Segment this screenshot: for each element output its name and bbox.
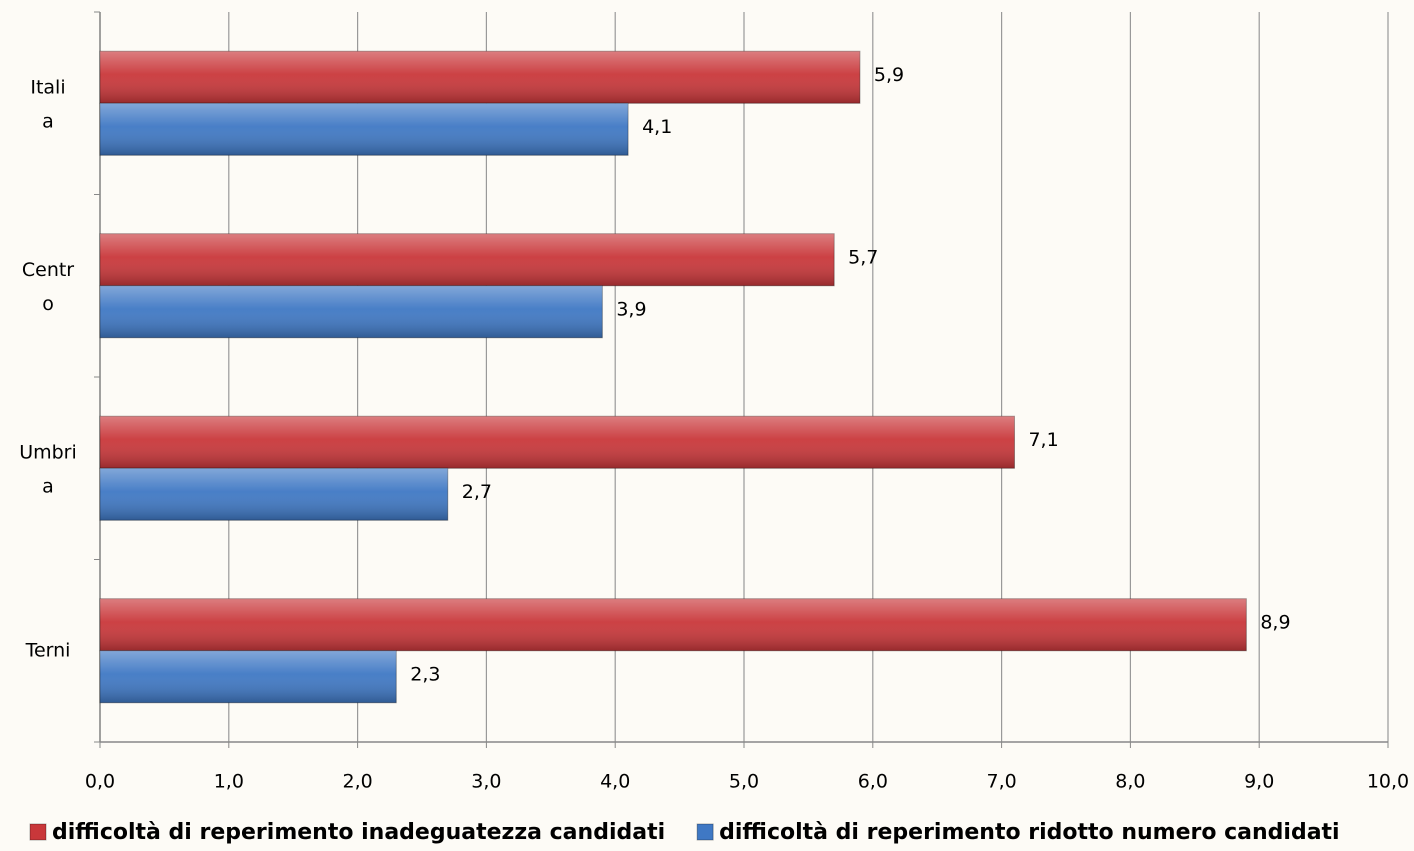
data-label: 5,7 (848, 246, 878, 268)
y-tick-label: Itali a (30, 76, 65, 132)
x-tick-label: 7,0 (986, 771, 1016, 793)
data-label: 2,7 (462, 481, 492, 503)
bar-shine (100, 650, 397, 703)
bar-shine (100, 416, 1015, 469)
bar-shine (100, 468, 448, 521)
x-tick-label: 2,0 (342, 771, 372, 793)
x-tick-label: 3,0 (471, 771, 501, 793)
y-tick-label: Umbri a (19, 441, 77, 497)
x-tick-label: 1,0 (214, 771, 244, 793)
x-tick-label: 9,0 (1244, 771, 1274, 793)
legend-swatch (29, 823, 47, 841)
x-tick-label: 0,0 (85, 771, 115, 793)
bar-shine (100, 598, 1247, 651)
legend-label: difficoltà di reperimento inadeguatezza … (52, 820, 665, 845)
y-tick-label: Centr o (22, 258, 74, 314)
data-label: 4,1 (642, 116, 672, 138)
x-tick-label: 8,0 (1115, 771, 1145, 793)
data-label: 3,9 (616, 298, 646, 320)
x-tick-label: 4,0 (600, 771, 630, 793)
x-tick-label: 6,0 (858, 771, 888, 793)
legend-swatch (696, 823, 714, 841)
x-tick-label: 5,0 (729, 771, 759, 793)
bar-shine (100, 51, 860, 104)
bar-shine (100, 233, 835, 286)
data-label: 8,9 (1260, 611, 1290, 633)
bar-shine (100, 103, 629, 156)
bar-shine (100, 285, 603, 338)
data-label: 2,3 (410, 663, 440, 685)
data-label: 5,9 (874, 64, 904, 86)
y-tick-label: Terni (25, 639, 71, 661)
legend-label: difficoltà di reperimento ridotto numero… (719, 820, 1339, 845)
x-tick-label: 10,0 (1367, 771, 1409, 793)
data-label: 7,1 (1028, 429, 1058, 451)
